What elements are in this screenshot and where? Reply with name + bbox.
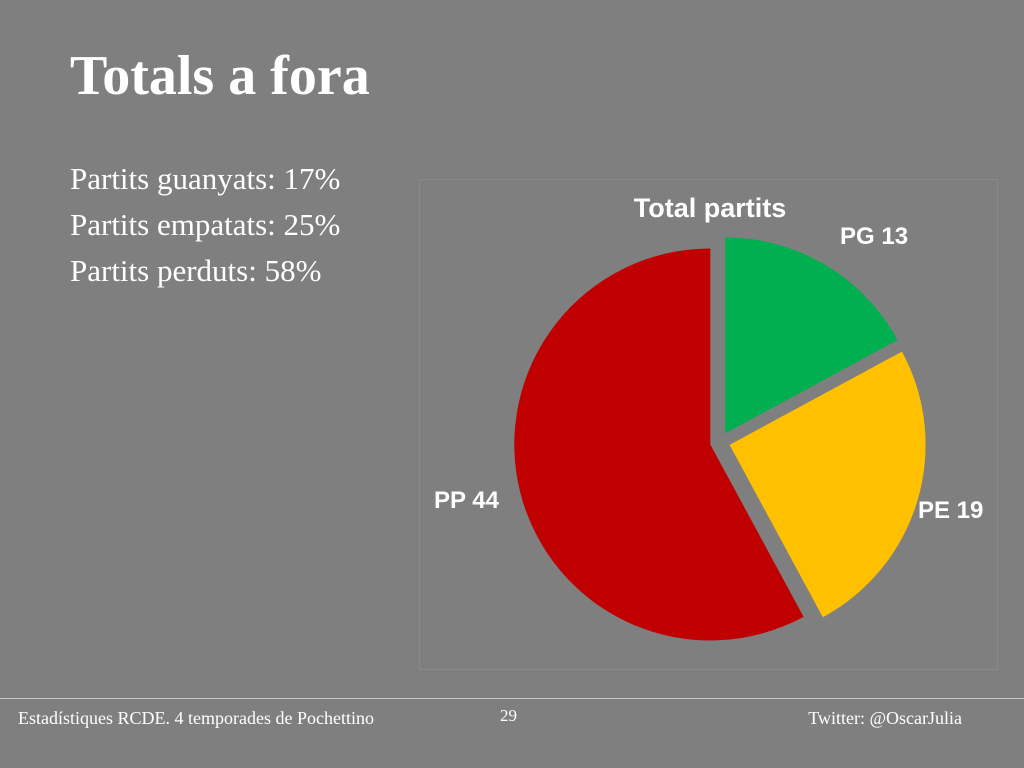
- footer-right-text: Twitter: @OscarJulia: [808, 708, 962, 728]
- footer-left-text: Estadístiques RCDE. 4 temporades de Poch…: [18, 708, 374, 728]
- pie-chart-frame: Total partits PG 13 PE 19 PP 44: [419, 179, 998, 670]
- bullet-list: Partits guanyats: 17% Partits empatats: …: [70, 156, 340, 294]
- pie-slice-drawn: [729, 351, 926, 618]
- footer-divider: [0, 698, 1024, 699]
- page-number: 29: [500, 706, 517, 725]
- pie-slice-lost: [514, 248, 804, 641]
- pie-label-lost: PP 44: [434, 487, 500, 514]
- chart-title: Total partits: [634, 193, 787, 223]
- pie-chart: Total partits PG 13 PE 19 PP 44: [434, 193, 983, 641]
- pie-slice-won: [725, 237, 898, 434]
- bullet-won: Partits guanyats: 17%: [70, 161, 341, 196]
- bullet-drawn: Partits empatats: 25%: [70, 207, 341, 242]
- pie-label-won: PG 13: [840, 223, 908, 250]
- pie-label-drawn: PE 19: [918, 497, 983, 524]
- bullet-lost: Partits perduts: 58%: [70, 253, 322, 288]
- slide-title: Totals a fora: [70, 45, 370, 107]
